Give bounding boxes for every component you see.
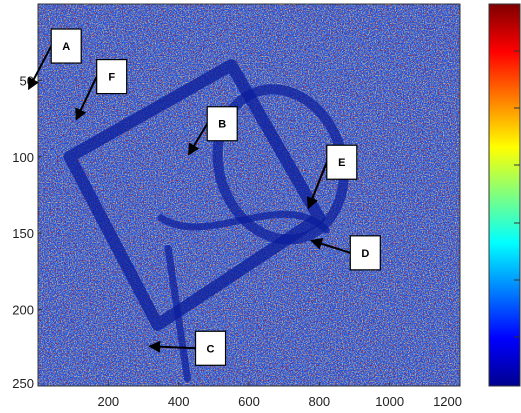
callout-b: B	[187, 106, 238, 156]
callout-arrow	[75, 76, 98, 121]
callout-label: B	[218, 119, 226, 131]
x-tick-label: 400	[168, 394, 190, 409]
callout-label: A	[62, 41, 70, 53]
y-tick-label: 200	[12, 303, 34, 318]
x-tick-label: 1200	[433, 394, 462, 409]
callout-label: D	[361, 248, 369, 260]
callout-arrow	[187, 123, 209, 156]
feature-rectangle-0	[63, 59, 326, 331]
callout-label: F	[108, 72, 115, 84]
feature-curve-2	[157, 210, 330, 234]
callout-a: A	[28, 28, 82, 91]
x-tick-label: 600	[238, 394, 260, 409]
callout-arrow	[28, 45, 53, 91]
callout-box	[194, 330, 227, 366]
callout-e: E	[306, 144, 358, 210]
feature-curve-3	[164, 244, 191, 382]
callout-d: D	[310, 235, 381, 271]
callout-f: F	[75, 58, 128, 121]
y-tick-label: 250	[12, 376, 34, 391]
x-tick-label: 1000	[375, 394, 404, 409]
x-axis: 200 400 600 800 1000 1200	[97, 382, 462, 409]
heatmap	[38, 4, 460, 386]
callout-box	[96, 58, 128, 95]
callout-box	[349, 235, 381, 271]
colorbar-ticks	[514, 50, 520, 338]
x-tick-label: 800	[308, 394, 330, 409]
callout-box	[326, 144, 358, 180]
callout-arrow	[306, 161, 328, 210]
y-tick-label: 100	[12, 150, 34, 165]
annotations: A F B E D C	[28, 28, 381, 366]
y-tick-label: 150	[12, 226, 34, 241]
callout-box	[50, 28, 82, 64]
colorbar	[488, 3, 521, 387]
x-tick-label: 200	[97, 394, 119, 409]
callout-label: E	[338, 157, 345, 169]
callout-label: C	[207, 343, 215, 355]
callout-arrow	[310, 238, 351, 254]
callout-arrow	[148, 340, 196, 353]
callout-box	[206, 106, 238, 142]
callout-c: C	[148, 330, 227, 366]
